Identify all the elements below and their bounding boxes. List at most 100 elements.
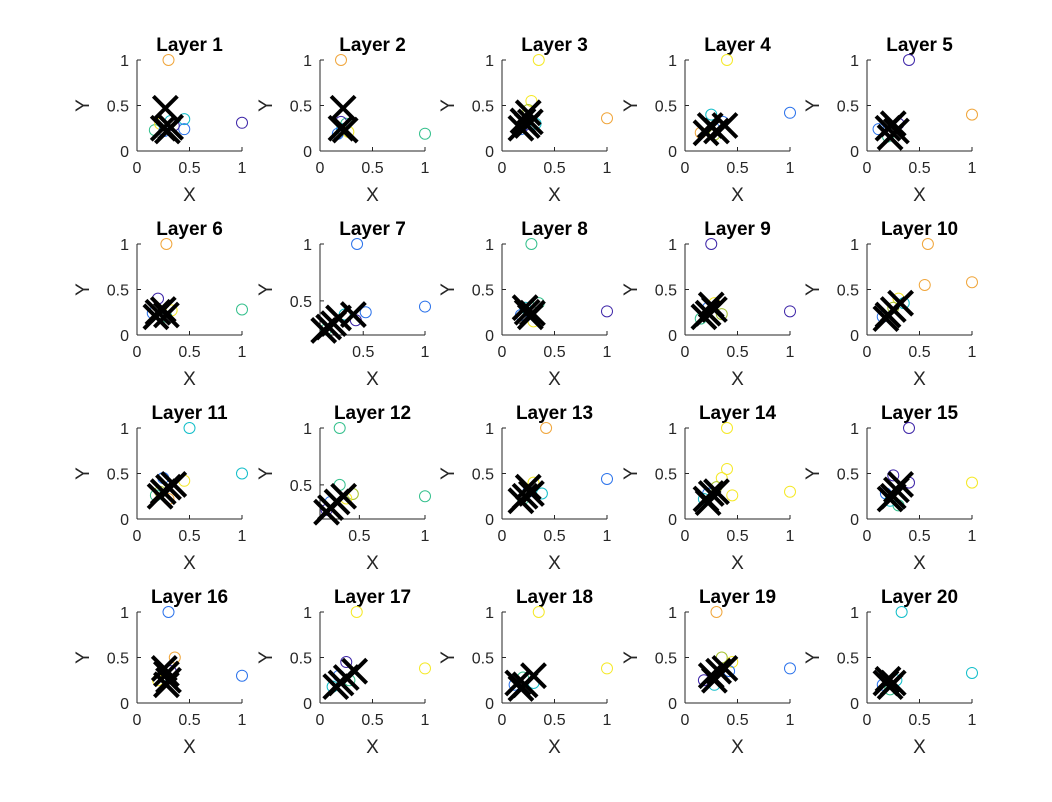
y-tick-label: 1: [668, 53, 677, 70]
subplot: 0 0.5 1 0 0.5 1 Layer 19 X Y: [621, 587, 796, 758]
y-tick-label: 0.5: [472, 467, 494, 484]
x-axis-label: X: [183, 185, 196, 206]
centroid-marker: [876, 485, 904, 513]
x-tick-label: 1: [603, 160, 612, 177]
y-axis-label: Y: [621, 467, 642, 480]
data-point: [966, 108, 978, 121]
centroid-marker: [879, 110, 907, 138]
x-tick-label: 0.5: [543, 712, 565, 729]
x-tick-label: 1: [603, 528, 612, 545]
data-point: [903, 422, 915, 434]
centroid-stroke: [697, 291, 725, 319]
data-point: [419, 300, 431, 313]
y-tick-label: 0: [850, 144, 859, 161]
x-tick-label: 0.5: [726, 160, 748, 177]
data-point: [601, 662, 613, 675]
centroid-marker: [152, 660, 180, 688]
data-point: [895, 606, 908, 618]
x-tick-label: 0.5: [908, 712, 930, 729]
x-tick-label: 0.5: [543, 160, 565, 177]
data-point: [784, 662, 796, 675]
y-axis-label: Y: [438, 467, 459, 480]
x-tick-label: 1: [786, 528, 795, 545]
data-point: [784, 106, 796, 119]
x-tick-label: 0.5: [178, 528, 200, 545]
subplot: 0 0.5 1 0 0.5 1 Layer 18 X Y: [438, 587, 613, 758]
subplot: 0 0.5 1 0 0.5 1 Layer 20 X Y: [803, 587, 978, 758]
y-tick-label: 0: [485, 328, 494, 345]
centroid-stroke: [711, 112, 739, 139]
subplot: 0 0.5 1 0 0.5 1 Layer 13 X Y: [438, 403, 613, 574]
centroid-stroke: [152, 660, 180, 688]
data-point: [726, 489, 739, 502]
centroid-stroke: [149, 296, 177, 323]
y-tick-label: 0.5: [290, 294, 312, 311]
x-tick-label: 0: [316, 160, 325, 177]
centroid-marker: [507, 675, 535, 702]
data-point: [419, 127, 431, 140]
centroid-marker: [519, 299, 546, 327]
data-point: [532, 54, 545, 66]
data-point: [236, 669, 248, 682]
y-tick-label: 0: [668, 696, 677, 713]
x-tick-label: 0.5: [726, 712, 748, 729]
y-tick-label: 1: [850, 421, 859, 438]
y-tick-label: 0.5: [107, 651, 129, 668]
y-tick-label: 0.5: [837, 283, 859, 300]
y-tick-label: 0.5: [837, 99, 859, 116]
y-tick-label: 0.5: [837, 651, 859, 668]
x-axis-label: X: [183, 553, 196, 574]
centroid-stroke: [514, 473, 542, 501]
subplot-title: Layer 6: [156, 219, 223, 240]
centroid-marker: [149, 296, 177, 323]
data-point: [966, 666, 978, 679]
subplot-title: Layer 12: [334, 403, 411, 424]
centroid-stroke: [507, 487, 535, 515]
y-axis-label: Y: [438, 99, 459, 112]
y-tick-label: 1: [120, 237, 129, 254]
subplot-title: Layer 2: [339, 35, 406, 56]
y-tick-label: 0.5: [290, 478, 312, 495]
data-point: [966, 476, 978, 489]
y-tick-label: 1: [303, 237, 312, 254]
centroid-stroke: [339, 301, 367, 328]
x-tick-label: 1: [603, 344, 612, 361]
centroid-stroke: [329, 94, 357, 122]
x-tick-label: 0.5: [908, 344, 930, 361]
subplot-title: Layer 4: [704, 35, 771, 56]
y-tick-label: 1: [850, 605, 859, 622]
data-point: [236, 467, 248, 480]
x-tick-label: 0.5: [726, 528, 748, 545]
x-tick-label: 0.5: [361, 160, 383, 177]
data-point: [721, 462, 733, 475]
x-axis-label: X: [366, 185, 379, 206]
data-point: [705, 238, 718, 250]
data-point: [921, 238, 934, 250]
x-tick-label: 1: [238, 160, 247, 177]
data-point: [525, 238, 538, 250]
subplot-title: Layer 3: [521, 35, 588, 56]
subplot-title: Layer 16: [151, 587, 228, 608]
x-tick-label: 1: [968, 344, 977, 361]
x-tick-label: 0: [681, 528, 690, 545]
y-tick-label: 1: [485, 605, 494, 622]
y-tick-label: 0.5: [655, 651, 677, 668]
y-tick-label: 1: [120, 605, 129, 622]
data-point: [601, 305, 613, 318]
y-tick-label: 0: [668, 144, 677, 161]
centroid-marker: [879, 669, 907, 697]
x-axis-label: X: [366, 737, 379, 758]
x-tick-label: 1: [968, 528, 977, 545]
x-tick-label: 0.5: [908, 160, 930, 177]
centroid-stroke: [310, 317, 338, 344]
subplot-title: Layer 17: [334, 587, 411, 608]
x-tick-label: 0: [133, 344, 142, 361]
centroid-stroke: [313, 498, 340, 526]
data-point: [162, 606, 175, 618]
y-tick-label: 1: [485, 237, 494, 254]
centroid-stroke: [887, 471, 915, 498]
y-tick-label: 0: [120, 328, 129, 345]
subplot-title: Layer 7: [339, 219, 406, 240]
y-tick-label: 0: [850, 696, 859, 713]
x-axis-label: X: [183, 369, 196, 390]
